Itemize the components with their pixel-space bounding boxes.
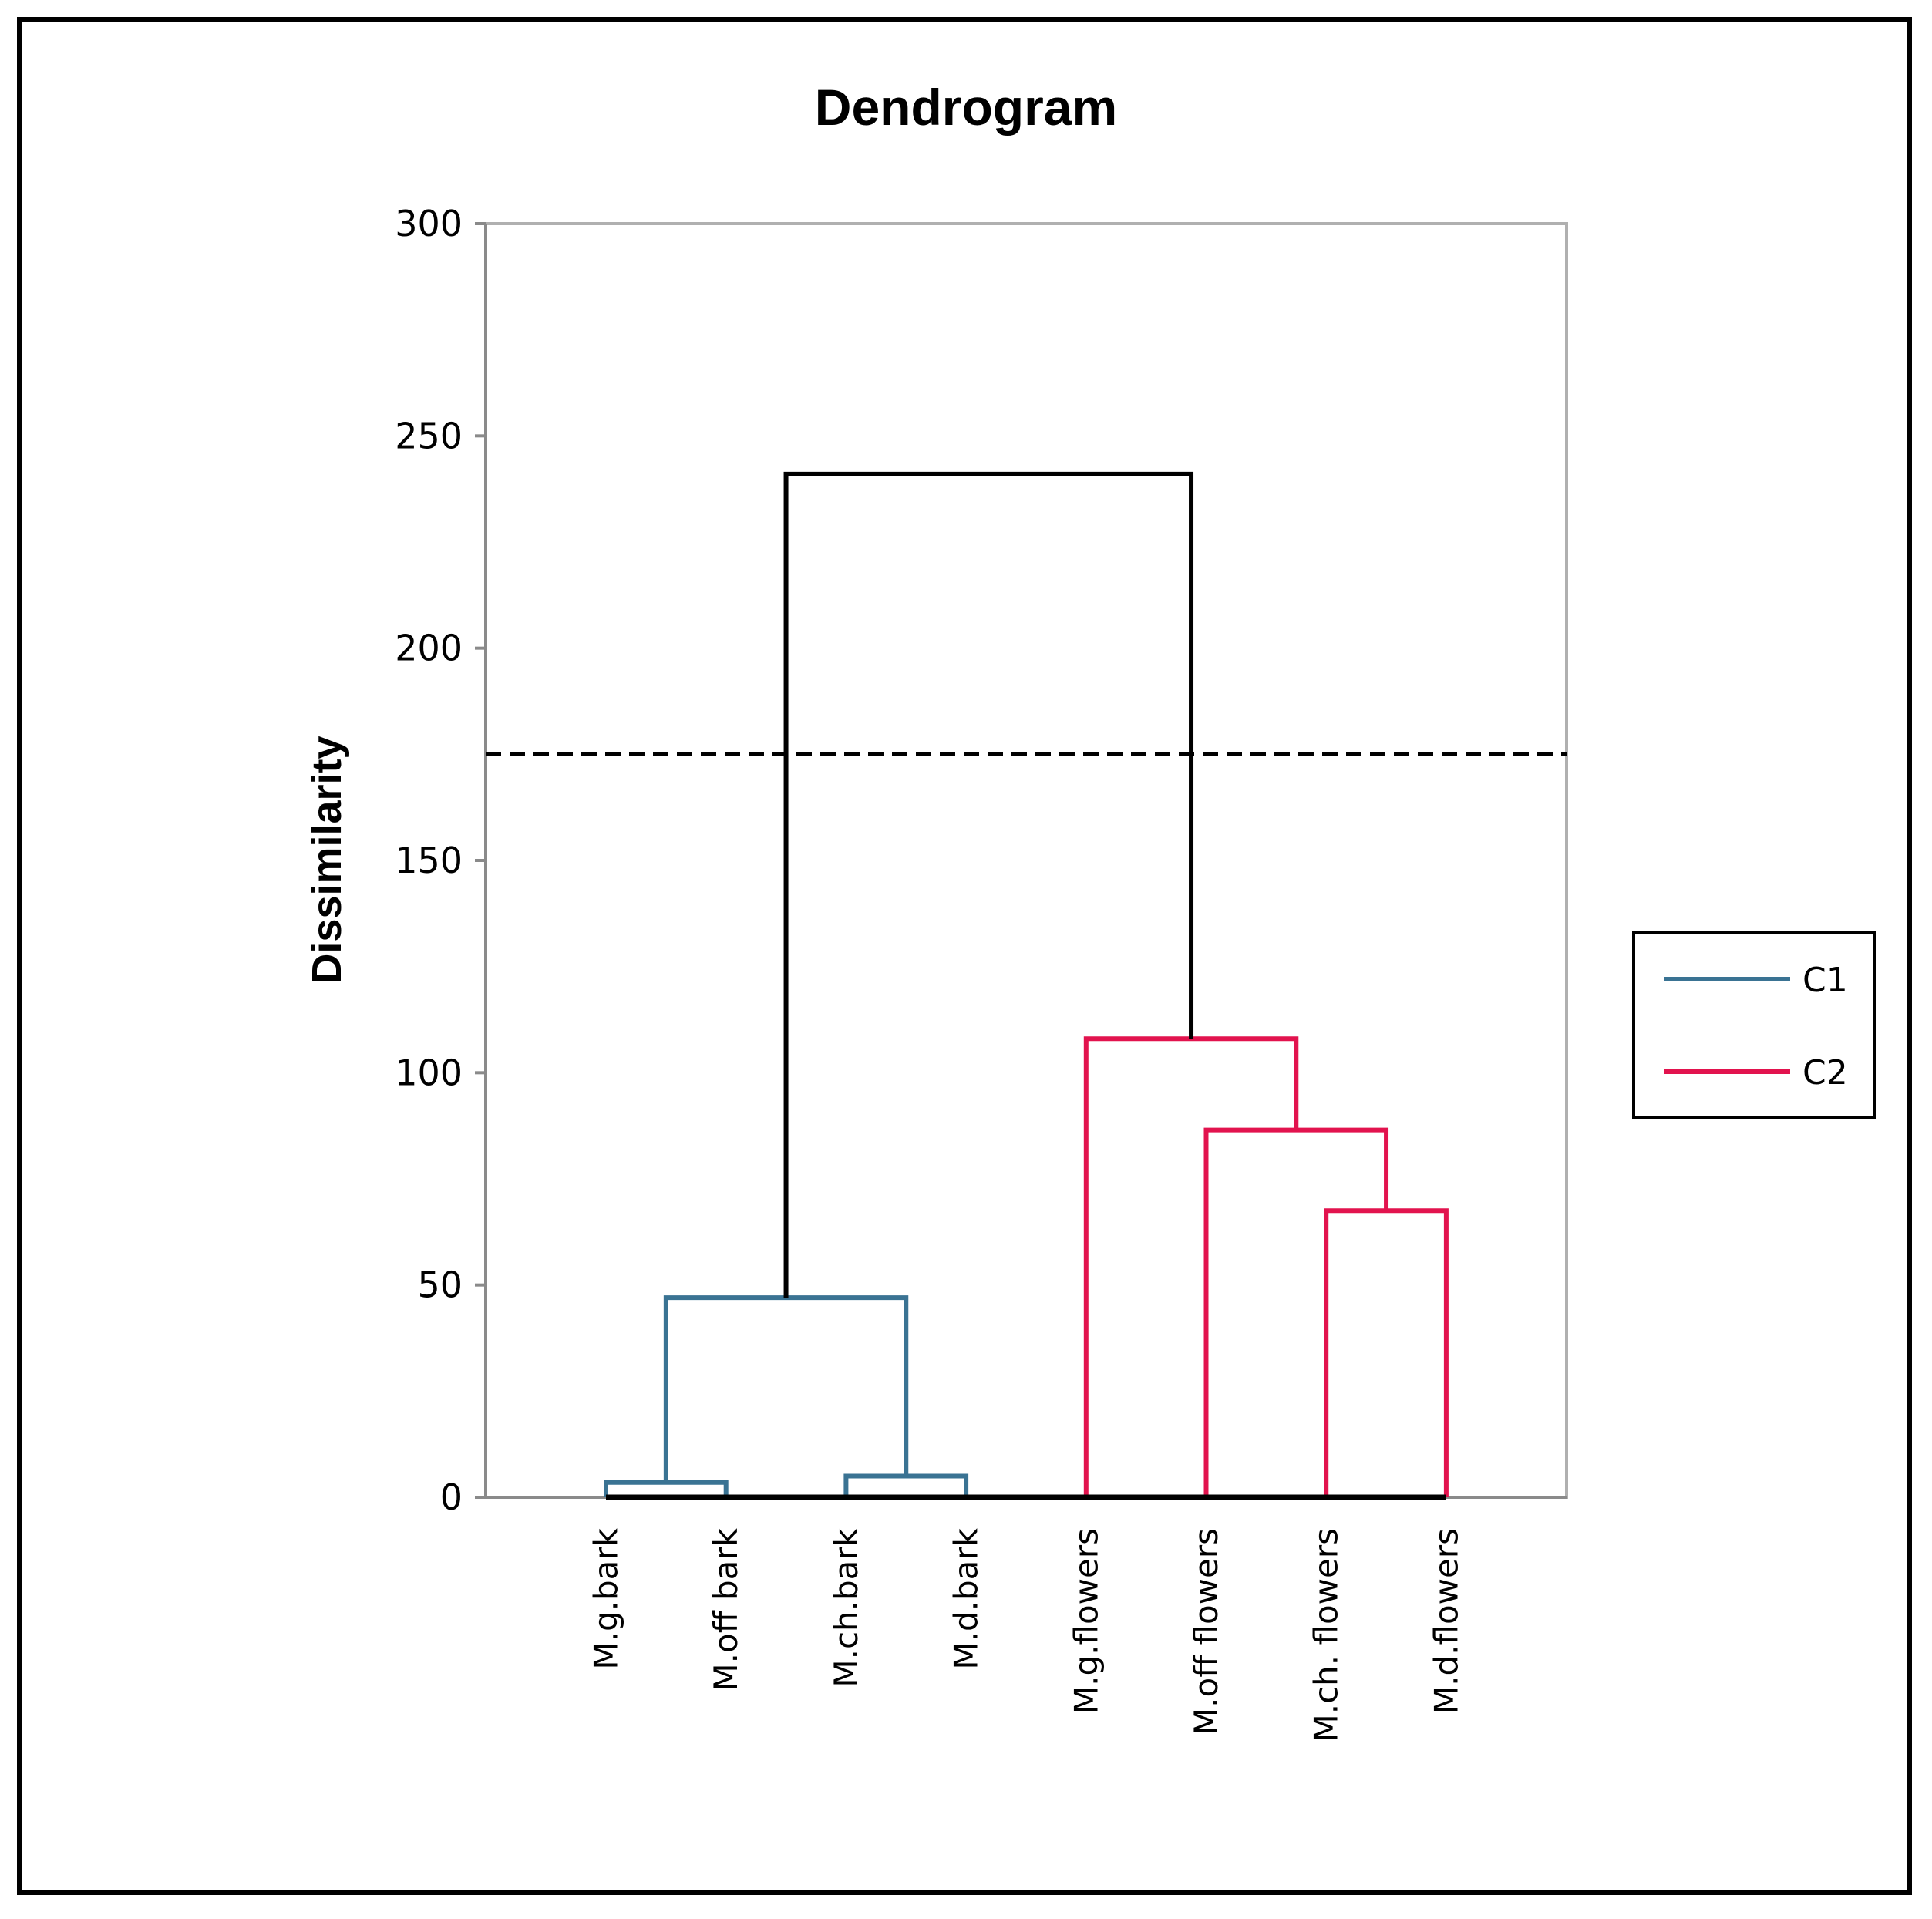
- y-tick-label: 200: [395, 628, 463, 669]
- x-tick-label: M.off flowers: [1187, 1528, 1225, 1736]
- legend-label-c1: C1: [1802, 961, 1848, 1000]
- chart-title: Dendrogram: [815, 79, 1117, 136]
- x-tick-label: M.off bark: [707, 1527, 745, 1691]
- y-tick-label: 50: [417, 1264, 463, 1306]
- dendrogram-links: [604, 471, 1449, 1497]
- x-tick-label: M.d.bark: [947, 1527, 985, 1669]
- y-tick-label: 100: [395, 1052, 463, 1093]
- x-tick-label: M.ch. flowers: [1308, 1528, 1345, 1742]
- dendrogram-link-7: [783, 471, 1194, 1298]
- dendrogram-link-5: [1203, 1127, 1389, 1497]
- y-tick-label: 300: [395, 203, 463, 244]
- y-tick-label: 250: [395, 415, 463, 456]
- legend-label-c2: C2: [1802, 1053, 1848, 1092]
- y-tick-label: 150: [395, 840, 463, 881]
- y-axis-label: Dissimilarity: [304, 736, 350, 983]
- dendrogram-link-3: [663, 1295, 909, 1483]
- y-ticks: 0 50 100 150 200 250 300: [395, 203, 486, 1518]
- figure-frame: [17, 17, 1912, 1895]
- dendrogram-link-6: [1083, 1036, 1299, 1497]
- plot-area: [484, 222, 1568, 1499]
- dendrogram-link-4: [1324, 1208, 1449, 1497]
- dendrogram-link-2: [843, 1473, 969, 1497]
- x-tick-label: M.g.flowers: [1067, 1528, 1105, 1714]
- x-tick-labels: M.g.bark M.off bark M.ch.bark M.d.bark M.g.f…: [587, 1527, 1466, 1742]
- legend: C1 C2: [1632, 931, 1876, 1119]
- x-tick-label: M.ch.bark: [827, 1527, 865, 1687]
- x-tick-label: M.d.flowers: [1427, 1528, 1465, 1714]
- legend-box: [1632, 931, 1876, 1119]
- y-tick-label: 0: [440, 1476, 463, 1518]
- x-tick-label: M.g.bark: [587, 1527, 625, 1669]
